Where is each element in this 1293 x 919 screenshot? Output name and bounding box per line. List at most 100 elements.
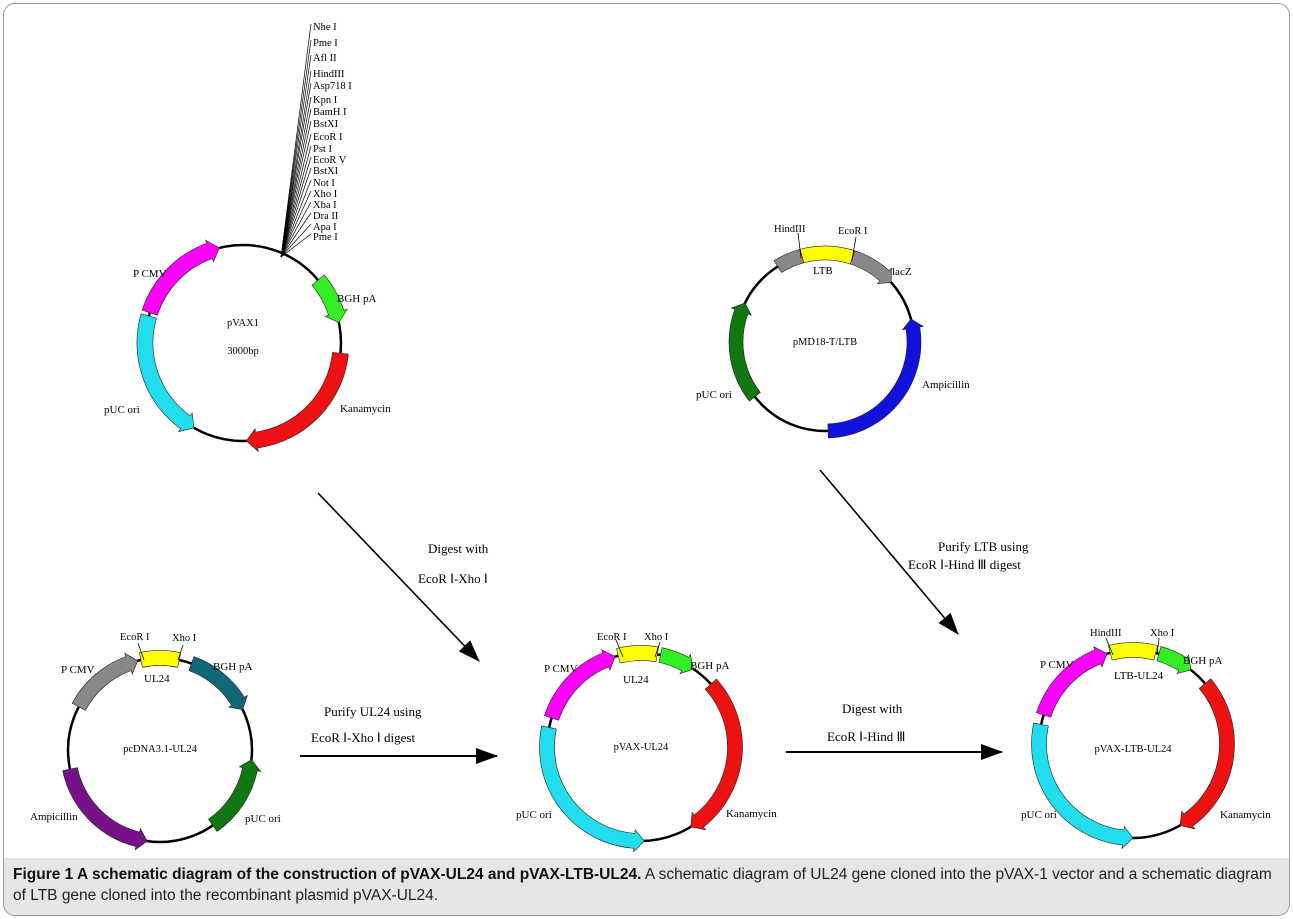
purify-ul24-line1: Purify UL24 using — [324, 704, 422, 719]
pcdna-amp-label: Ampicillin — [30, 811, 78, 823]
pvax1-site-label-5: Kpn I — [313, 95, 338, 106]
xhoi-site-line — [1156, 637, 1160, 656]
pvax1-site-label-8: EcoR I — [313, 132, 343, 143]
ecori-site-line — [851, 236, 857, 261]
ampicillin-arrow — [62, 767, 148, 851]
ecori-site-line — [137, 642, 145, 661]
digest2-line1: Digest with — [842, 701, 903, 716]
pvaxltb-pcmv-label: P CMV — [1040, 659, 1074, 671]
pvax1-site-label-3: HindIII — [313, 69, 345, 80]
pcmv-promoter-arrow — [71, 652, 139, 711]
puc-ori-arrow — [1031, 722, 1134, 850]
kanamycin-arrow — [246, 352, 349, 453]
pvax1-site-label-13: Xho I — [313, 189, 338, 200]
figure-frame — [3, 3, 1290, 916]
pcmv-promoter-arrow — [1036, 646, 1108, 718]
site-line-10 — [280, 156, 312, 258]
purify-ltb-line2: EcoR Ⅰ-Hind Ⅲ digest — [908, 557, 1021, 572]
digest1-line2: EcoR Ⅰ-Xho Ⅰ — [418, 571, 488, 586]
pmd18-name: pMD18-T/LTB — [793, 337, 857, 348]
pmd18-hind-label: HindIII — [774, 224, 806, 235]
pcdna-pcmv-label: P CMV — [61, 664, 95, 676]
pcdna-ul24-label: UL24 — [144, 673, 170, 685]
pvax1-site-label-17: Pme I — [313, 232, 338, 243]
pvax1-bgh-label: BGH pA — [337, 293, 376, 305]
pvax1-site-label-4: Asp718 I — [313, 81, 352, 92]
puc-ori-arrow — [208, 759, 262, 832]
pcmv-promoter-arrow — [141, 239, 220, 316]
plasmid-pcdna31-ul24: EcoR I Xho I UL24 P CMV BGH pA Ampicilli… — [30, 632, 281, 851]
pvax1-pcmv-label: P CMV — [133, 268, 167, 280]
hindiii-site-line — [1105, 637, 1114, 656]
site-line-0 — [280, 23, 312, 258]
pvax1-kan-label: Kanamycin — [340, 403, 391, 415]
pvaxltb-bgh-label: BGH pA — [1183, 655, 1222, 667]
puc-ori-arrow — [728, 302, 761, 402]
pvaxltb-xho-label: Xho I — [1150, 628, 1175, 639]
ampicillin-arrow — [827, 318, 925, 439]
bgh-pa-arrow — [1156, 646, 1192, 675]
pvax1-ori-label: pUC ori — [104, 404, 140, 416]
site-line-11 — [280, 167, 312, 258]
arrow-pvax1-to-pvaxul24 — [317, 492, 480, 662]
pvax1-site-label-0: Nhe I — [313, 22, 337, 33]
pvax1-site-label-1: Pme I — [313, 38, 338, 49]
hindiii-site-line — [797, 232, 802, 259]
pmd18-ecor-label: EcoR I — [838, 226, 868, 237]
ul24-insert — [616, 645, 659, 664]
xhoi-site-line — [177, 644, 184, 661]
pcdna-ori-label: pUC ori — [245, 813, 281, 825]
site-line-9 — [280, 145, 312, 258]
pvax1-site-label-7: BstXI — [313, 119, 339, 130]
pmd18-amp-label: Ampicillin — [922, 379, 970, 391]
vector-segment-left — [773, 248, 805, 273]
pvax1-site-label-2: Afl II — [313, 53, 337, 64]
pmd18-lacz-label: lacZ — [892, 266, 912, 278]
site-line-5 — [280, 96, 312, 258]
kanamycin-arrow — [690, 678, 743, 831]
kanamycin-arrow — [1179, 678, 1235, 830]
pvaxltb-kan-label: Kanamycin — [1220, 809, 1271, 821]
plasmid-pmd18t-ltb: HindIII EcoR I LTB lacZ Ampicillin pUC o… — [696, 224, 970, 439]
pvax1-size: 3000bp — [227, 346, 259, 357]
site-line-6 — [280, 108, 312, 258]
pcmv-promoter-arrow — [544, 649, 616, 721]
xhoi-site-line — [654, 641, 661, 658]
plasmid-pvax-ltb-ul24: HindIII Xho I LTB-UL24 P CMV BGH pA Kana… — [1021, 628, 1271, 850]
bgh-pa-arrow — [188, 656, 248, 711]
bgh-pa-arrow — [311, 274, 348, 324]
site-line-16 — [280, 223, 312, 258]
plasmid-pvax-ul24: EcoR I Xho I UL24 P CMV BGH pA Kanamycin… — [516, 632, 777, 853]
site-line-12 — [280, 179, 312, 258]
puc-ori-arrow — [136, 313, 195, 433]
feature-arcs — [136, 239, 349, 453]
ltb-ul24-insert — [1108, 642, 1158, 661]
restriction-site-lines — [280, 23, 312, 258]
feature-arcs — [539, 645, 743, 853]
arrow-pmd18-to-pvaxltb — [819, 469, 959, 635]
pvaxltb-hind-label: HindIII — [1090, 628, 1122, 639]
pvax1-site-label-6: BamH I — [313, 107, 347, 118]
ul24-insert — [138, 650, 182, 668]
pcdna-bgh-label: BGH pA — [213, 661, 252, 673]
pvax1-site-label-14: Xba I — [313, 200, 337, 211]
pvaxul24-kan-label: Kanamycin — [726, 808, 777, 820]
pmd18-ori-label: pUC ori — [696, 389, 732, 401]
site-line-15 — [280, 212, 312, 258]
site-line-1 — [280, 39, 312, 258]
pvaxul24-ul24-label: UL24 — [623, 674, 649, 686]
purify-ul24-line2: EcoR Ⅰ-Xho Ⅰ digest — [311, 730, 415, 745]
plasmid-pvax1: Nhe I Pme I Afl II HindIII Asp718 I Kpn … — [104, 22, 391, 453]
pvaxltb-ori-label: pUC ori — [1021, 809, 1057, 821]
pvax1-site-label-16: Apa I — [313, 222, 337, 233]
feature-arcs — [62, 650, 262, 851]
site-line-13 — [280, 190, 312, 258]
pcdna-name: pcDNA3.1-UL24 — [123, 744, 198, 755]
site-line-4 — [280, 82, 312, 258]
pvaxul24-name: pVAX-UL24 — [614, 742, 669, 753]
site-line-8 — [280, 133, 312, 258]
pvax1-name: pVAX1 — [227, 318, 259, 329]
pvaxltb-ltbul24-label: LTB-UL24 — [1114, 670, 1164, 682]
site-line-17 — [280, 233, 312, 258]
pcdna-ecor-label: EcoR I — [120, 632, 150, 643]
